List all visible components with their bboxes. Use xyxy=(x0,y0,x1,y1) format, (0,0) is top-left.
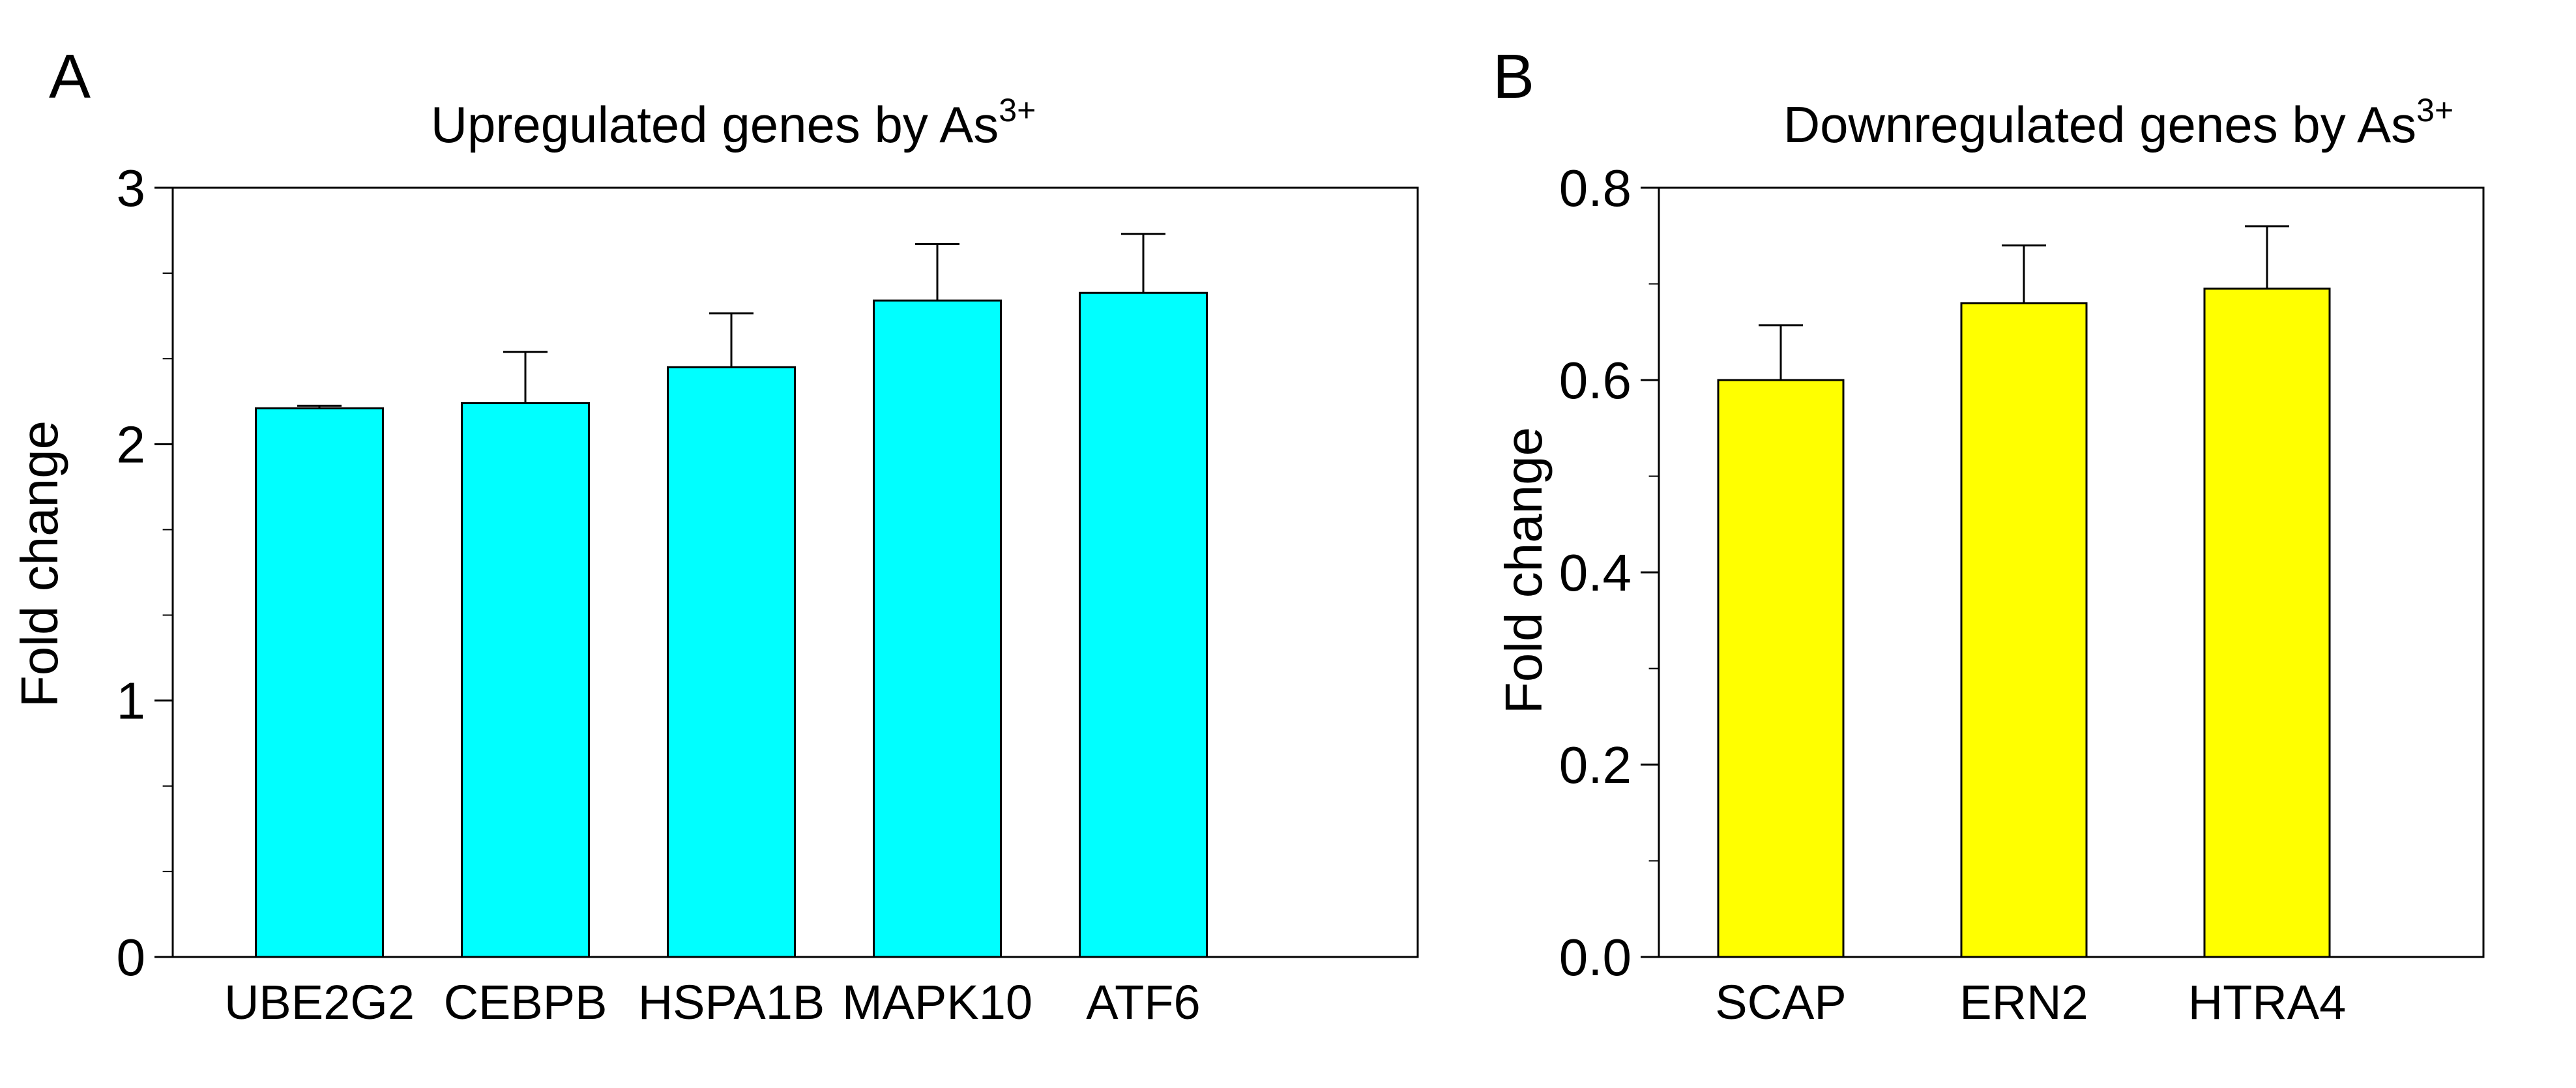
panel-a-category-label-hspa1b: HSPA1B xyxy=(638,975,825,1029)
panel-a-bar-cebpb xyxy=(461,402,590,958)
panel-a-bar-mapk10 xyxy=(873,299,1002,958)
panel-b-plot-area: 0.0 0.2 0.4 0.6 0.8 SCAP ERN2 HTRA4 xyxy=(1559,159,2485,1029)
panel-b-y-tick-label: 0.8 xyxy=(1559,159,1632,217)
panel-b-y-tick-label: 0.6 xyxy=(1559,351,1632,409)
panel-a-y-axis-label: Fold change xyxy=(10,420,68,707)
panel-b-title-superscript: 3+ xyxy=(2416,92,2453,128)
panel-b-bar-htra4 xyxy=(2203,287,2331,958)
panel-a-title: Upregulated genes by As3+ xyxy=(431,92,1036,153)
panel-a-y-tick-label: 0 xyxy=(117,928,146,986)
panel-b-y-axis-label: Fold change xyxy=(1495,427,1553,714)
panel-b-bar-ern2 xyxy=(1960,302,2088,958)
panel-a-category-label-ube2g2: UBE2G2 xyxy=(224,975,415,1029)
panel-b-y-tick-label: 0.0 xyxy=(1559,928,1632,986)
panel-a-category-label-mapk10: MAPK10 xyxy=(842,975,1032,1029)
panel-a-label: A xyxy=(49,42,91,111)
panel-a-title-superscript: 3+ xyxy=(999,92,1036,128)
panel-b-category-label-ern2: ERN2 xyxy=(1959,975,2088,1029)
panel-b-label: B xyxy=(1493,42,1534,111)
panel-a-y-tick-label: 3 xyxy=(117,159,146,217)
panel-a-bar-ube2g2 xyxy=(255,407,384,958)
panel-b-category-label-scap: SCAP xyxy=(1715,975,1847,1029)
panel-b-y-tick-label: 0.4 xyxy=(1559,544,1632,602)
panel-a-y-tick-label: 1 xyxy=(117,672,146,730)
panel-a-bar-atf6 xyxy=(1079,291,1208,958)
panel-a-title-text: Upregulated genes by As xyxy=(431,96,999,153)
panel-a-category-label-atf6: ATF6 xyxy=(1086,975,1200,1029)
panel-b-bar-scap xyxy=(1717,379,1845,958)
panel-b-title-text: Downregulated genes by As xyxy=(1783,96,2416,153)
panel-a-category-label-cebpb: CEBPB xyxy=(444,975,607,1029)
panel-b-category-label-htra4: HTRA4 xyxy=(2188,975,2347,1029)
panel-a-y-tick-label: 2 xyxy=(117,415,146,473)
panel-a-bar-hspa1b xyxy=(667,366,796,958)
panel-b-y-tick-label: 0.2 xyxy=(1559,736,1632,794)
panel-a-plot-area: 0 1 2 3 UBE2G2 CEBPB HSPA1B MAPK10 ATF6 xyxy=(117,159,1419,1029)
panel-b-title: Downregulated genes by As3+ xyxy=(1783,92,2453,153)
